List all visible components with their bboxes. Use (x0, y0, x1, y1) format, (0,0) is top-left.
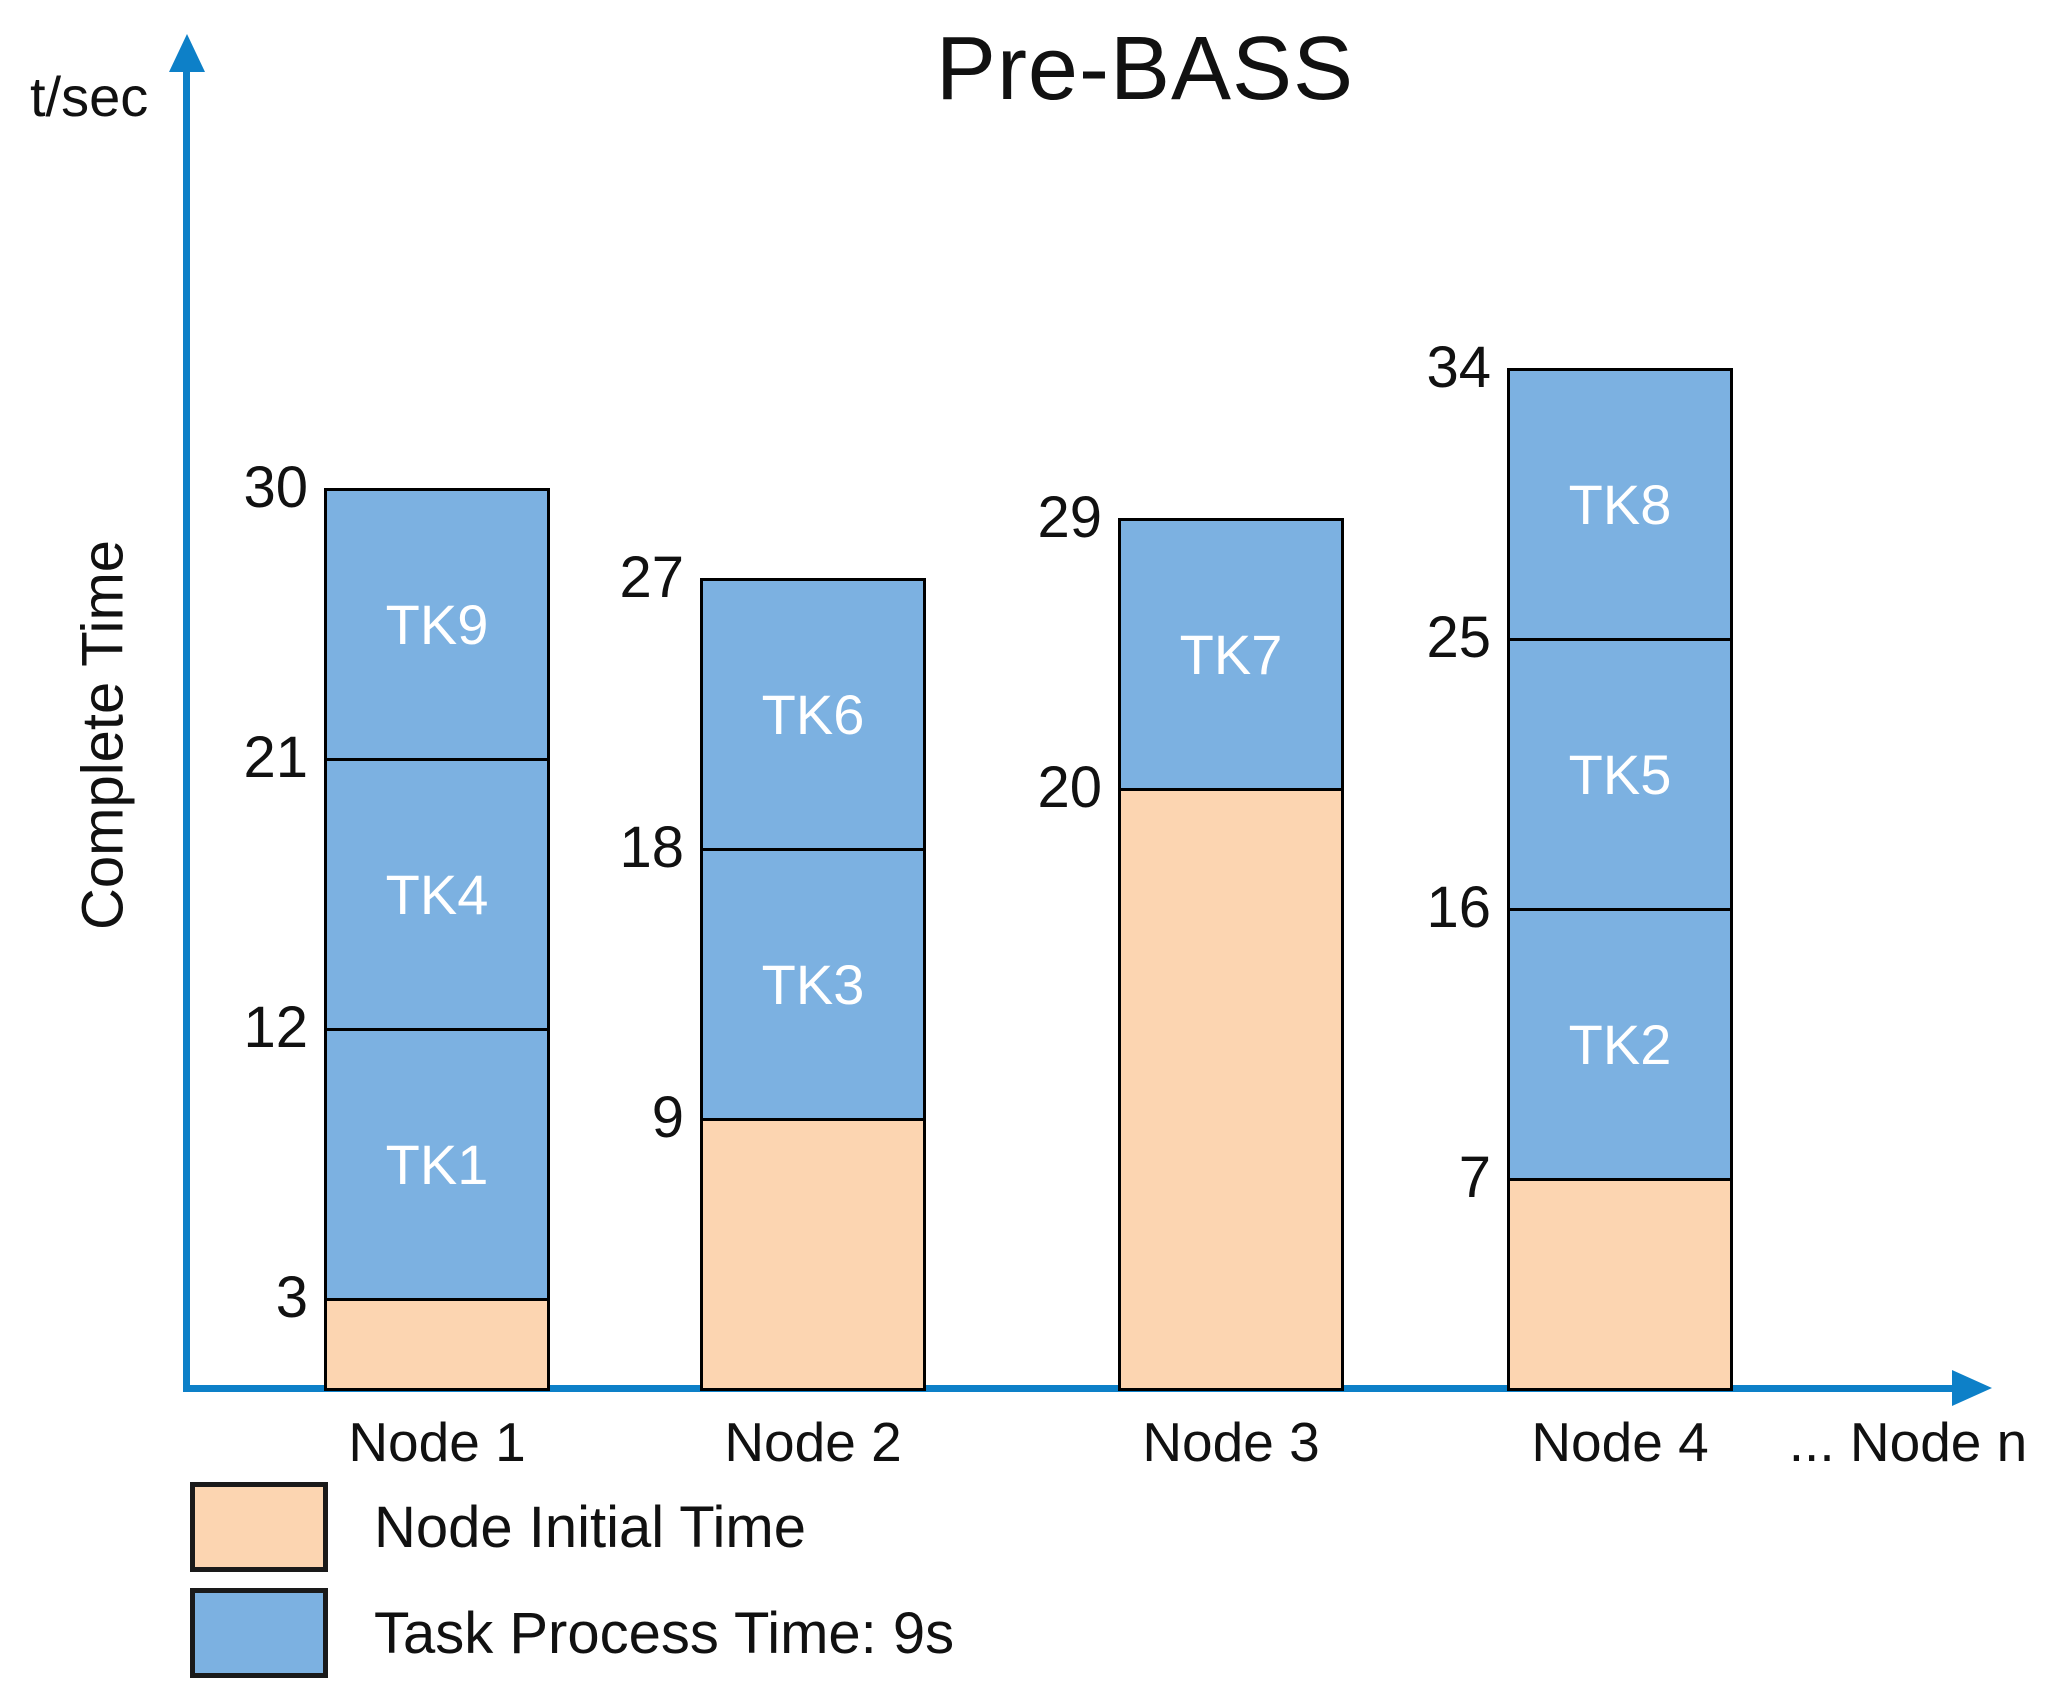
task-segment-tk5: TK5 (1507, 638, 1733, 911)
node-label: Node 1 (348, 1411, 526, 1473)
task-segment-tk8: TK8 (1507, 368, 1733, 641)
x-axis-arrow-icon (1952, 1370, 1992, 1406)
x-axis-line (183, 1385, 1952, 1392)
task-segment-tk3: TK3 (700, 848, 926, 1121)
task-label: TK8 (1568, 472, 1672, 536)
task-label: TK9 (385, 592, 489, 656)
legend-label-task-process-time: Task Process Time: 9s (374, 1600, 955, 1666)
y-axis-title: Complete Time (70, 539, 136, 931)
legend-item-task-process-time: Task Process Time: 9s (190, 1588, 954, 1678)
task-segment-tk4: TK4 (324, 758, 550, 1031)
initial-time-segment (1507, 1178, 1733, 1391)
task-label: TK5 (1568, 742, 1672, 806)
x-axis-overflow-label: ... Node n (1788, 1411, 2028, 1473)
value-label: 29 (1037, 485, 1102, 550)
task-segment-tk9: TK9 (324, 488, 550, 761)
value-label: 30 (243, 455, 308, 520)
value-label: 34 (1426, 335, 1491, 400)
task-label: TK7 (1179, 622, 1283, 686)
value-label: 16 (1426, 875, 1491, 940)
value-label: 3 (275, 1265, 308, 1330)
node-label: Node 4 (1531, 1411, 1709, 1473)
initial-time-segment (700, 1118, 926, 1391)
value-label: 18 (619, 815, 684, 880)
legend: Node Initial Time Task Process Time: 9s (190, 1482, 954, 1694)
task-label: TK4 (385, 862, 489, 926)
value-label: 20 (1037, 755, 1102, 820)
value-label: 25 (1426, 605, 1491, 670)
node-label: Node 3 (1142, 1411, 1320, 1473)
value-label: 9 (651, 1085, 684, 1150)
task-process-time-swatch (190, 1588, 328, 1678)
value-label: 27 (619, 545, 684, 610)
legend-label-initial-time: Node Initial Time (374, 1494, 806, 1560)
value-label: 12 (243, 995, 308, 1060)
value-label: 7 (1458, 1145, 1491, 1210)
task-label: TK3 (761, 952, 865, 1016)
initial-time-segment (324, 1298, 550, 1391)
task-label: TK2 (1568, 1012, 1672, 1076)
task-segment-tk1: TK1 (324, 1028, 550, 1301)
y-axis-line (183, 70, 190, 1391)
value-label: 21 (243, 725, 308, 790)
y-axis-unit-label: t/sec (30, 65, 149, 128)
node-label: Node 2 (724, 1411, 902, 1473)
initial-time-segment (1118, 788, 1344, 1391)
initial-time-swatch (190, 1482, 328, 1572)
legend-item-initial-time: Node Initial Time (190, 1482, 954, 1572)
task-label: TK1 (385, 1132, 489, 1196)
task-segment-tk7: TK7 (1118, 518, 1344, 791)
task-segment-tk2: TK2 (1507, 908, 1733, 1181)
chart-title: Pre-BASS (935, 19, 1355, 119)
y-axis-arrow-icon (168, 34, 205, 72)
task-segment-tk6: TK6 (700, 578, 926, 851)
task-label: TK6 (761, 682, 865, 746)
